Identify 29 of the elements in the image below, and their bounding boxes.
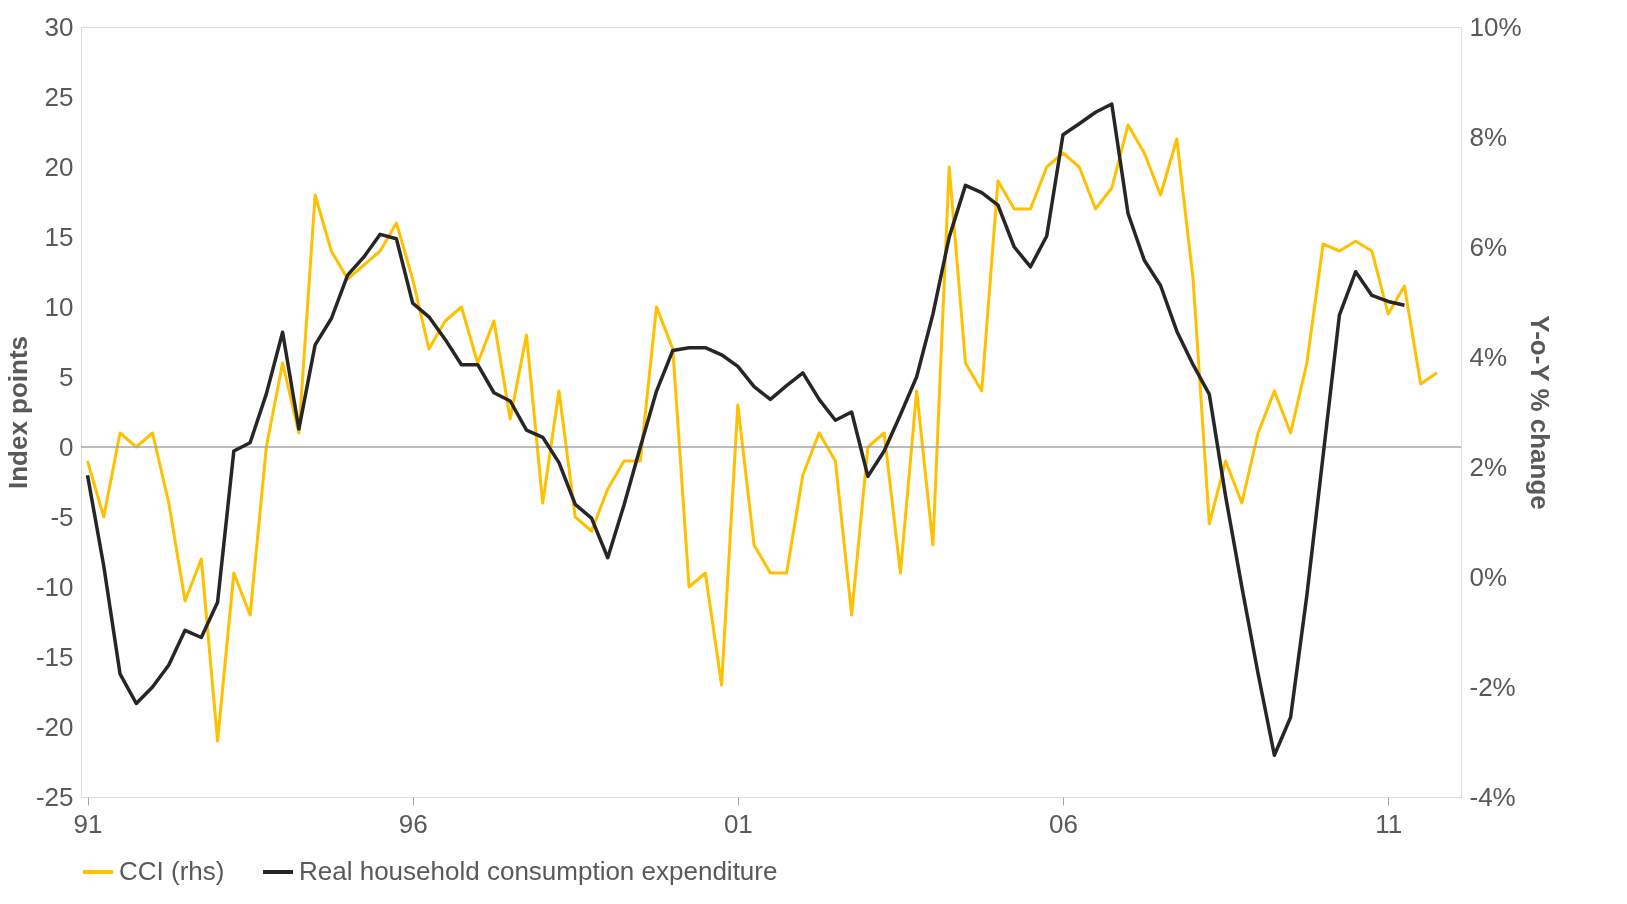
x-tick-label: 96 <box>398 808 428 839</box>
x-tick-label: 01 <box>723 808 753 839</box>
legend-label: CCI (rhs) <box>119 856 225 886</box>
y-tick-label: 25 <box>44 81 74 112</box>
x-tick-label: 91 <box>73 808 103 839</box>
x-tick-label: 11 <box>1375 808 1403 839</box>
y-tick-label: 0 <box>59 431 74 462</box>
y-tick-label: 5 <box>59 361 74 392</box>
y2-tick-label: 2% <box>1469 451 1508 482</box>
y2-tick-label: 4% <box>1469 341 1508 372</box>
y-tick-label: 20 <box>44 151 74 182</box>
y2-tick-label: 8% <box>1469 121 1508 152</box>
y-tick-label: -25 <box>35 781 74 812</box>
y2-tick-label: 10% <box>1469 11 1522 42</box>
y2-tick-label: -4% <box>1469 781 1516 812</box>
y-axis-title: Index points <box>2 335 33 490</box>
y-tick-label: 15 <box>44 221 74 252</box>
legend-label: Real household consumption expenditure <box>299 856 778 886</box>
y-tick-label: -10 <box>35 571 74 602</box>
y2-tick-label: 0% <box>1469 561 1508 592</box>
y2-tick-label: 6% <box>1469 231 1508 262</box>
y-tick-label: -5 <box>50 501 74 532</box>
y2-axis-title: Y-o-Y % change <box>1524 315 1555 510</box>
x-tick-label: 06 <box>1049 808 1078 839</box>
y-tick-label: 30 <box>44 11 74 42</box>
y2-tick-label: -2% <box>1469 671 1516 702</box>
y-tick-label: -15 <box>35 641 74 672</box>
y-tick-label: -20 <box>35 711 74 742</box>
y-tick-label: 10 <box>44 291 74 322</box>
